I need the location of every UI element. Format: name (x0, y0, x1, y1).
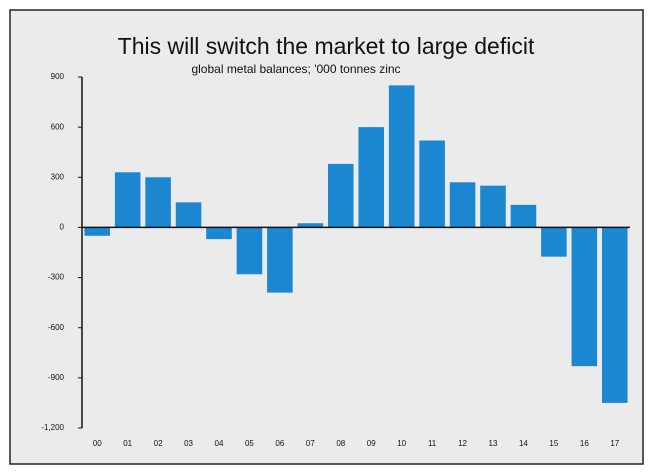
bar (571, 227, 598, 367)
x-tick-label: 01 (123, 439, 132, 448)
bar (327, 163, 354, 228)
x-tick-label: 05 (245, 439, 254, 448)
x-tick-label: 10 (397, 439, 406, 448)
x-tick-label: 16 (580, 439, 589, 448)
y-tick-label: 900 (51, 72, 65, 81)
x-tick-label: 07 (306, 439, 315, 448)
bar (236, 227, 263, 275)
bar (267, 227, 293, 293)
chart-subtitle: global metal balances; '000 tonnes zinc (191, 62, 400, 76)
x-tick-label: 03 (184, 439, 193, 448)
bar (145, 177, 171, 228)
bar (510, 204, 537, 228)
bar (297, 223, 324, 228)
x-tick-label: 09 (367, 439, 376, 448)
y-tick-label: 0 (60, 223, 65, 232)
chart-frame (9, 9, 644, 465)
bar (84, 227, 111, 236)
bar (601, 227, 628, 403)
bar (419, 140, 445, 228)
y-tick-label: 300 (51, 172, 65, 181)
x-tick-label: 12 (458, 439, 467, 448)
x-tick-label: 06 (275, 439, 284, 448)
chart-title: This will switch the market to large def… (118, 33, 535, 59)
x-tick-label: 00 (93, 439, 102, 448)
bar (449, 182, 476, 228)
x-tick-label: 08 (336, 439, 345, 448)
x-tick-label: 17 (610, 439, 619, 448)
x-tick-label: 11 (428, 439, 437, 448)
bar (541, 227, 567, 257)
bar (480, 185, 506, 228)
y-tick-label: -1,200 (41, 423, 64, 432)
x-tick-label: 13 (489, 439, 498, 448)
bar (358, 127, 385, 228)
bar (388, 85, 415, 228)
y-tick-label: -300 (48, 273, 65, 282)
x-tick-label: 15 (549, 439, 558, 448)
bar (206, 227, 232, 240)
bar (175, 202, 202, 228)
x-tick-label: 04 (215, 439, 224, 448)
bar (114, 172, 141, 228)
y-tick-label: -900 (48, 373, 65, 382)
y-tick-label: 600 (51, 122, 65, 131)
y-tick-label: -600 (48, 323, 65, 332)
x-tick-label: 14 (519, 439, 528, 448)
x-tick-label: 02 (154, 439, 163, 448)
